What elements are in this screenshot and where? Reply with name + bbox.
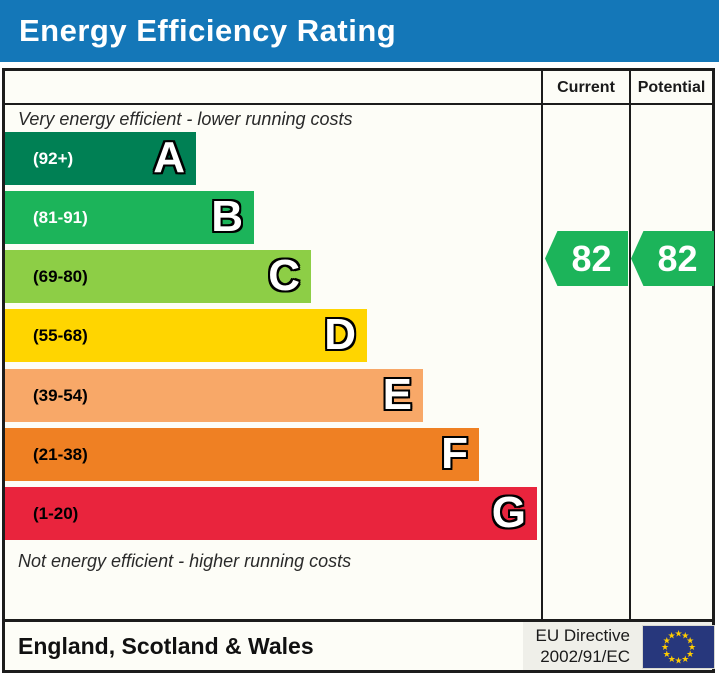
svg-text:★: ★ bbox=[686, 635, 694, 645]
svg-text:★: ★ bbox=[663, 635, 671, 645]
svg-text:★: ★ bbox=[681, 630, 689, 640]
svg-text:★: ★ bbox=[681, 654, 689, 664]
svg-text:★: ★ bbox=[663, 649, 671, 659]
band-e-range: (39-54) bbox=[33, 386, 88, 405]
svg-text:★: ★ bbox=[686, 649, 694, 659]
region-label: England, Scotland & Wales bbox=[18, 633, 314, 659]
current-column-divider bbox=[541, 71, 543, 622]
potential-rating-value: 82 bbox=[657, 237, 698, 279]
title-bar: Energy Efficiency Rating bbox=[0, 0, 719, 62]
potential-rating-arrow: 82 bbox=[631, 231, 714, 286]
band-e-letter: E bbox=[382, 370, 412, 419]
top-note: Very energy efficient - lower running co… bbox=[18, 109, 353, 129]
footer: England, Scotland & Wales EU Directive 2… bbox=[5, 622, 715, 670]
band-a-range: (92+) bbox=[33, 149, 74, 168]
eu-flag-icon: ★★★★★★★★★★★★ bbox=[642, 625, 715, 669]
svg-text:★: ★ bbox=[674, 629, 682, 639]
band-a-letter: A bbox=[153, 133, 185, 182]
band-f-letter: F bbox=[441, 429, 468, 478]
band-f-range: (21-38) bbox=[33, 445, 88, 464]
band-a: (92+) A bbox=[5, 132, 196, 185]
svg-text:★: ★ bbox=[674, 656, 682, 666]
band-c-letter: C bbox=[268, 251, 300, 300]
page-title: Energy Efficiency Rating bbox=[19, 13, 397, 48]
rating-table: Current Potential Very energy efficient … bbox=[2, 68, 715, 673]
svg-text:★: ★ bbox=[668, 630, 676, 640]
footer-divider-line bbox=[5, 619, 712, 622]
band-c: (69-80) C bbox=[5, 250, 311, 303]
eu-directive-line1: EU Directive bbox=[535, 626, 630, 645]
eu-directive-label: EU Directive 2002/91/EC bbox=[453, 625, 630, 667]
band-d-range: (55-68) bbox=[33, 326, 88, 345]
header-divider-line bbox=[5, 103, 712, 105]
band-f: (21-38) F bbox=[5, 428, 479, 481]
svg-text:★: ★ bbox=[668, 654, 676, 664]
current-rating-arrow: 82 bbox=[545, 231, 628, 286]
band-g: (1-20) G bbox=[5, 487, 537, 540]
bottom-note: Not energy efficient - higher running co… bbox=[18, 551, 352, 571]
band-g-letter: G bbox=[491, 488, 526, 537]
band-b: (81-91) B bbox=[5, 191, 254, 244]
svg-text:★: ★ bbox=[688, 642, 696, 652]
band-b-range: (81-91) bbox=[33, 208, 88, 227]
current-rating-value: 82 bbox=[571, 237, 612, 279]
potential-column-divider bbox=[629, 71, 631, 622]
band-d-letter: D bbox=[324, 310, 356, 359]
band-g-range: (1-20) bbox=[33, 504, 79, 523]
svg-text:★: ★ bbox=[661, 642, 669, 652]
column-header-current: Current bbox=[557, 79, 615, 96]
band-e: (39-54) E bbox=[5, 369, 423, 422]
band-c-range: (69-80) bbox=[33, 267, 88, 286]
band-b-letter: B bbox=[211, 192, 243, 241]
eu-directive-line2: 2002/91/EC bbox=[540, 647, 630, 666]
band-d: (55-68) D bbox=[5, 309, 367, 362]
column-header-potential: Potential bbox=[637, 79, 706, 96]
